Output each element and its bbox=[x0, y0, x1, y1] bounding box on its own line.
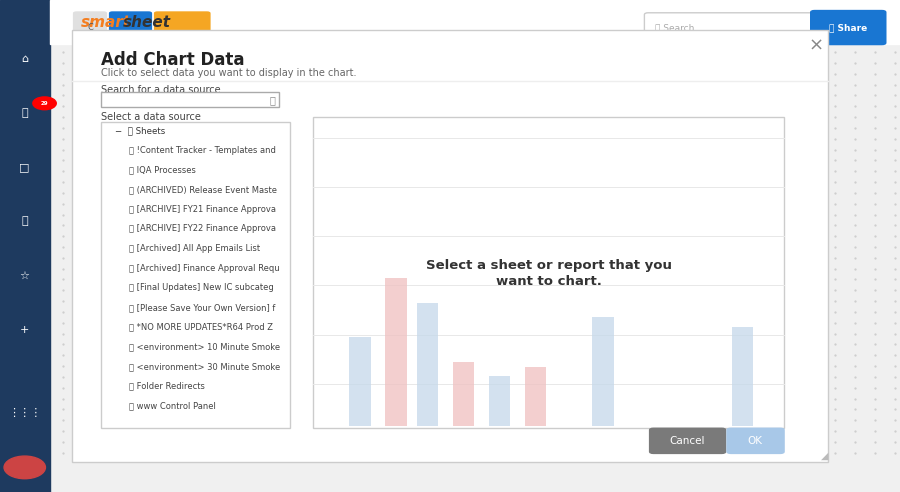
Text: 📄 [ARCHIVE] FY21 Finance Approva: 📄 [ARCHIVE] FY21 Finance Approva bbox=[129, 205, 275, 214]
Bar bbox=[0, 0, 50, 492]
Text: −  📁 Sheets: − 📁 Sheets bbox=[115, 126, 166, 135]
Text: Search for a data source: Search for a data source bbox=[101, 85, 220, 94]
FancyBboxPatch shape bbox=[810, 10, 886, 45]
Text: 📄 [Archived] All App Emails List: 📄 [Archived] All App Emails List bbox=[129, 244, 260, 253]
Bar bbox=[489, 376, 510, 426]
Text: 📄 IQA Processes: 📄 IQA Processes bbox=[129, 165, 195, 174]
Text: Cancel: Cancel bbox=[670, 436, 706, 446]
Circle shape bbox=[4, 456, 45, 479]
FancyBboxPatch shape bbox=[72, 30, 828, 462]
Text: OK: OK bbox=[748, 436, 762, 446]
FancyBboxPatch shape bbox=[109, 11, 152, 44]
Bar bbox=[525, 367, 546, 426]
FancyBboxPatch shape bbox=[73, 11, 107, 44]
Text: 📄 [Final Updates] New IC subcateg: 📄 [Final Updates] New IC subcateg bbox=[129, 283, 274, 292]
Bar bbox=[385, 278, 407, 426]
Text: C: C bbox=[87, 23, 93, 32]
Text: Add Chart Data: Add Chart Data bbox=[101, 51, 244, 69]
Bar bbox=[50, 0, 900, 44]
Text: +: + bbox=[20, 325, 30, 335]
Text: 🔔: 🔔 bbox=[22, 108, 28, 118]
FancyBboxPatch shape bbox=[644, 13, 814, 42]
Text: ×: × bbox=[809, 37, 824, 55]
Text: 📄 Folder Redirects: 📄 Folder Redirects bbox=[129, 382, 204, 391]
Text: Select a data source: Select a data source bbox=[101, 112, 201, 122]
Text: 📄 [Archived] Finance Approval Requ: 📄 [Archived] Finance Approval Requ bbox=[129, 264, 279, 273]
Text: want to chart.: want to chart. bbox=[496, 275, 602, 288]
Text: 29: 29 bbox=[40, 101, 49, 106]
FancyBboxPatch shape bbox=[101, 92, 279, 107]
Text: sheet: sheet bbox=[123, 15, 171, 30]
Text: 📄 [ARCHIVE] FY22 Finance Approva: 📄 [ARCHIVE] FY22 Finance Approva bbox=[129, 224, 275, 233]
Text: ◢: ◢ bbox=[821, 451, 828, 461]
Text: ☆: ☆ bbox=[20, 271, 30, 280]
Circle shape bbox=[33, 97, 56, 110]
Text: 📄 !Content Tracker - Templates and: 📄 !Content Tracker - Templates and bbox=[129, 146, 275, 154]
Text: Select a sheet or report that you: Select a sheet or report that you bbox=[426, 259, 672, 272]
Text: 📄 <environment> 30 Minute Smoke: 📄 <environment> 30 Minute Smoke bbox=[129, 362, 280, 371]
Bar bbox=[313, 117, 784, 428]
Bar bbox=[101, 122, 290, 428]
Text: Click to select data you want to display in the chart.: Click to select data you want to display… bbox=[101, 68, 356, 78]
Text: 📄 *NO MORE UPDATES*R64 Prod Z: 📄 *NO MORE UPDATES*R64 Prod Z bbox=[129, 323, 273, 332]
Text: 📄 www Control Panel: 📄 www Control Panel bbox=[129, 401, 216, 410]
Bar bbox=[349, 337, 371, 426]
FancyBboxPatch shape bbox=[154, 11, 211, 44]
Text: 📄 (ARCHIVED) Release Event Maste: 📄 (ARCHIVED) Release Event Maste bbox=[129, 185, 276, 194]
Text: 🔍 Search...: 🔍 Search... bbox=[655, 23, 703, 32]
Text: 👥 Share: 👥 Share bbox=[829, 23, 867, 32]
Bar bbox=[417, 303, 438, 426]
FancyBboxPatch shape bbox=[726, 428, 785, 454]
Bar bbox=[732, 327, 753, 426]
Text: ⏱: ⏱ bbox=[22, 216, 28, 226]
FancyBboxPatch shape bbox=[649, 428, 726, 454]
Text: ⌂: ⌂ bbox=[22, 54, 28, 64]
Text: 🔍: 🔍 bbox=[269, 95, 275, 105]
Text: □: □ bbox=[20, 162, 30, 172]
Bar bbox=[592, 317, 614, 426]
Text: ⋮⋮⋮: ⋮⋮⋮ bbox=[8, 408, 41, 418]
Bar bbox=[453, 362, 474, 426]
Text: 📄 [Please Save Your Own Version] f: 📄 [Please Save Your Own Version] f bbox=[129, 303, 275, 312]
Text: ?: ? bbox=[22, 458, 28, 467]
Text: smart: smart bbox=[81, 15, 131, 30]
Text: 📄 <environment> 10 Minute Smoke: 📄 <environment> 10 Minute Smoke bbox=[129, 342, 280, 351]
